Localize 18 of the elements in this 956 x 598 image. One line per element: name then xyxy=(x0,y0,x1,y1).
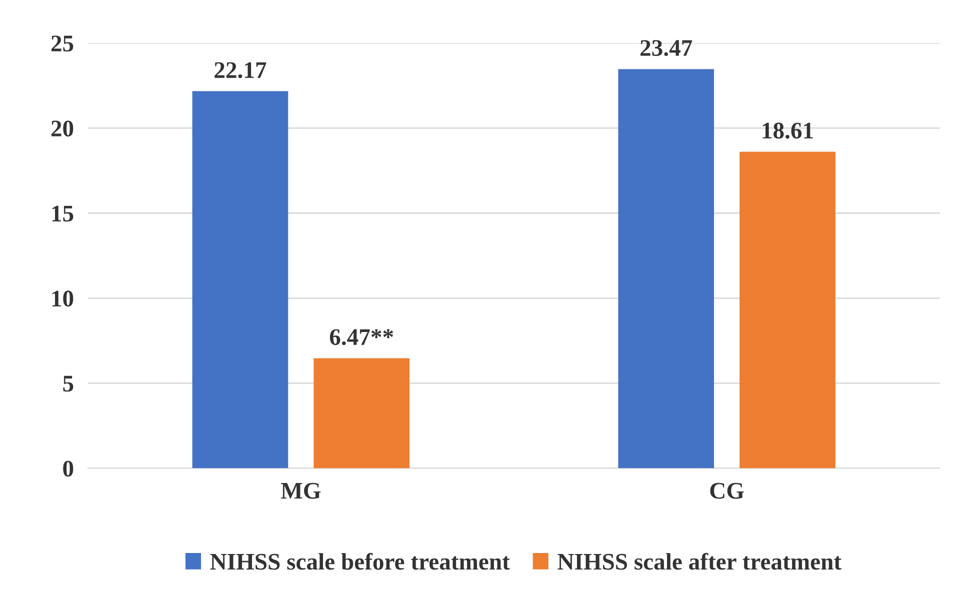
bar xyxy=(192,91,288,468)
x-tick-label: CG xyxy=(710,482,744,499)
y-tick-label: 15 xyxy=(52,206,74,222)
data-label: 18.61 xyxy=(762,122,813,139)
y-tick-label: 5 xyxy=(63,376,74,392)
y-tick-label: 10 xyxy=(52,290,74,307)
legend-label: NIHSS scale after treatment xyxy=(558,552,842,570)
bar xyxy=(314,358,410,468)
legend-label: NIHSS scale before treatment xyxy=(210,552,510,570)
y-tick-label: 20 xyxy=(51,120,74,137)
data-label: 6.47** xyxy=(330,329,394,346)
y-tick-label: 25 xyxy=(51,36,74,52)
x-tick-label: MG xyxy=(280,482,321,499)
data-label: 22.17 xyxy=(214,62,266,78)
data-label: 23.47 xyxy=(640,40,692,56)
bar xyxy=(740,152,836,468)
bar xyxy=(618,69,714,468)
y-tick-label: 0 xyxy=(63,460,74,477)
